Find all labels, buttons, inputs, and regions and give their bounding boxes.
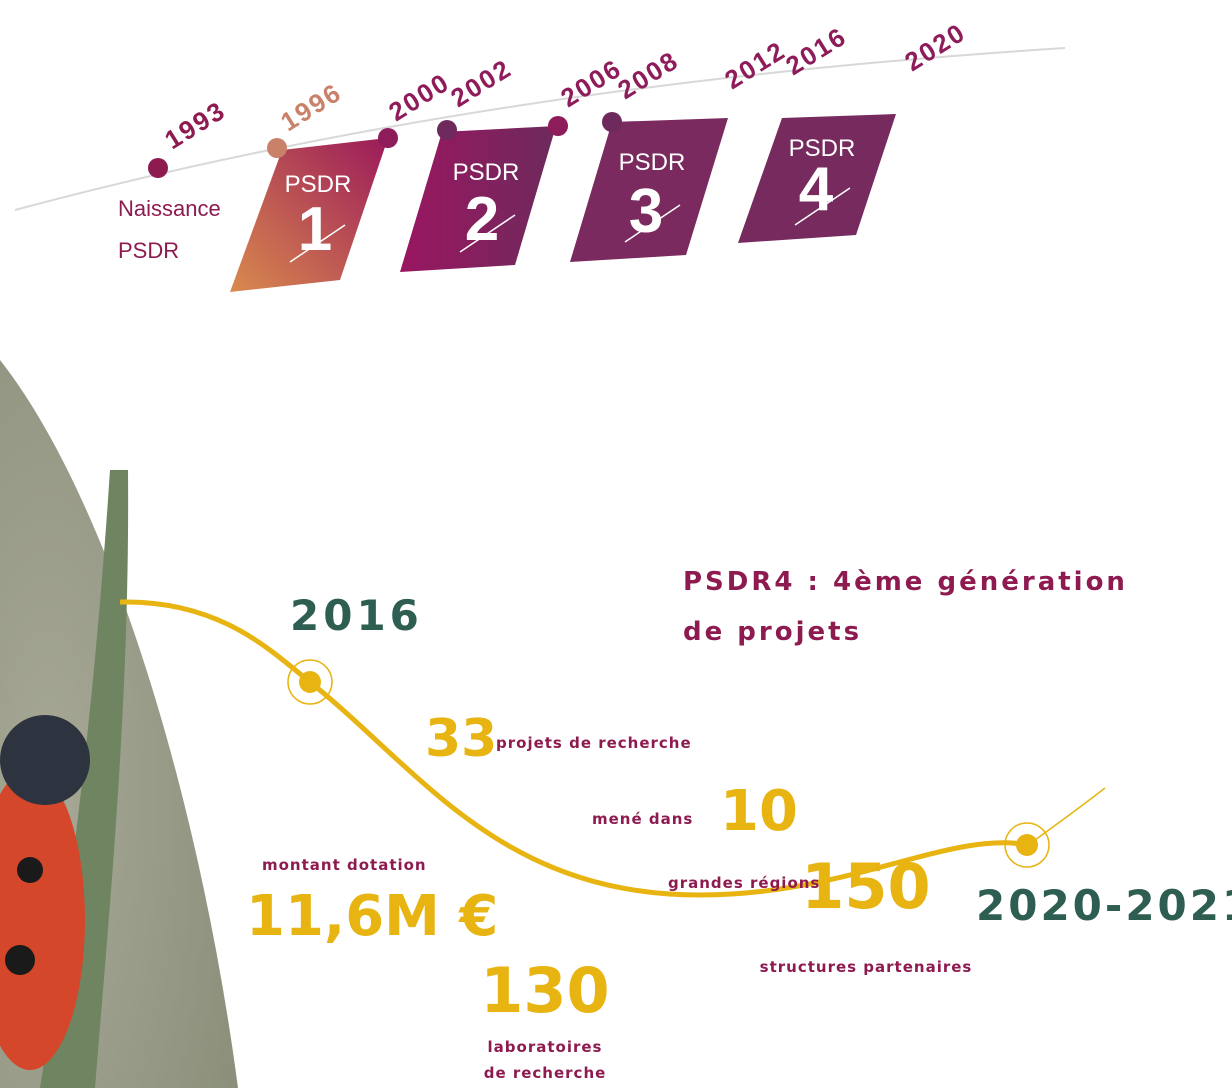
- year-label: 2008: [612, 45, 684, 105]
- end-year: 2020-2021: [976, 881, 1232, 930]
- timeline-dot: [602, 112, 622, 132]
- stats-title: de projets: [683, 617, 862, 647]
- timeline-dot: [378, 128, 398, 148]
- phase-number: 2: [465, 185, 499, 254]
- stat-text: projets de recherche: [496, 734, 692, 752]
- ladybug-spot: [5, 945, 35, 975]
- infographic: PSDR PSDR PSDR PSDR 1 2 3 4 1993 1996 20…: [0, 0, 1232, 1088]
- timeline-dot: [148, 158, 168, 178]
- stat-text: montant dotation: [262, 856, 427, 874]
- timeline-dot: [267, 138, 287, 158]
- phase-name: PSDR: [285, 171, 352, 198]
- ladybug-head: [0, 715, 90, 805]
- timeline-dot: [548, 116, 568, 136]
- ladybug-spot: [17, 857, 43, 883]
- birth-label: Naissance: [118, 196, 221, 221]
- phase-name: PSDR: [619, 149, 686, 176]
- year-label: 1993: [159, 95, 231, 155]
- stat-text: laboratoires: [488, 1038, 603, 1056]
- stat-value: 33: [425, 709, 497, 769]
- birth-label: PSDR: [118, 238, 179, 263]
- year-label: 2012: [719, 35, 791, 95]
- page: { "timeline": { "years": ["1993", "1996"…: [0, 0, 1232, 1088]
- year-label: 2020: [899, 17, 971, 77]
- stat-text: mené dans: [592, 810, 693, 828]
- stat-text: de recherche: [484, 1064, 607, 1082]
- stat-value: 130: [480, 954, 609, 1027]
- year-label: 2002: [445, 53, 517, 113]
- timeline-dot: [437, 120, 457, 140]
- year-label: 2016: [780, 21, 852, 81]
- curve-dot: [1016, 834, 1038, 856]
- stat-value: 11,6M €: [246, 884, 498, 949]
- stat-text: grandes régions: [668, 874, 820, 892]
- stat-value: 150: [801, 850, 930, 923]
- year-label: 1996: [275, 77, 347, 137]
- stat-value: 10: [720, 779, 798, 844]
- stats-title: PSDR4 : 4ème génération: [683, 567, 1128, 597]
- stat-text: structures partenaires: [760, 958, 973, 976]
- stats-curve-tail: [1028, 788, 1105, 845]
- phase-number: 4: [799, 155, 834, 224]
- curve-dot: [299, 671, 321, 693]
- start-year: 2016: [290, 591, 423, 640]
- phase-name: PSDR: [453, 159, 520, 186]
